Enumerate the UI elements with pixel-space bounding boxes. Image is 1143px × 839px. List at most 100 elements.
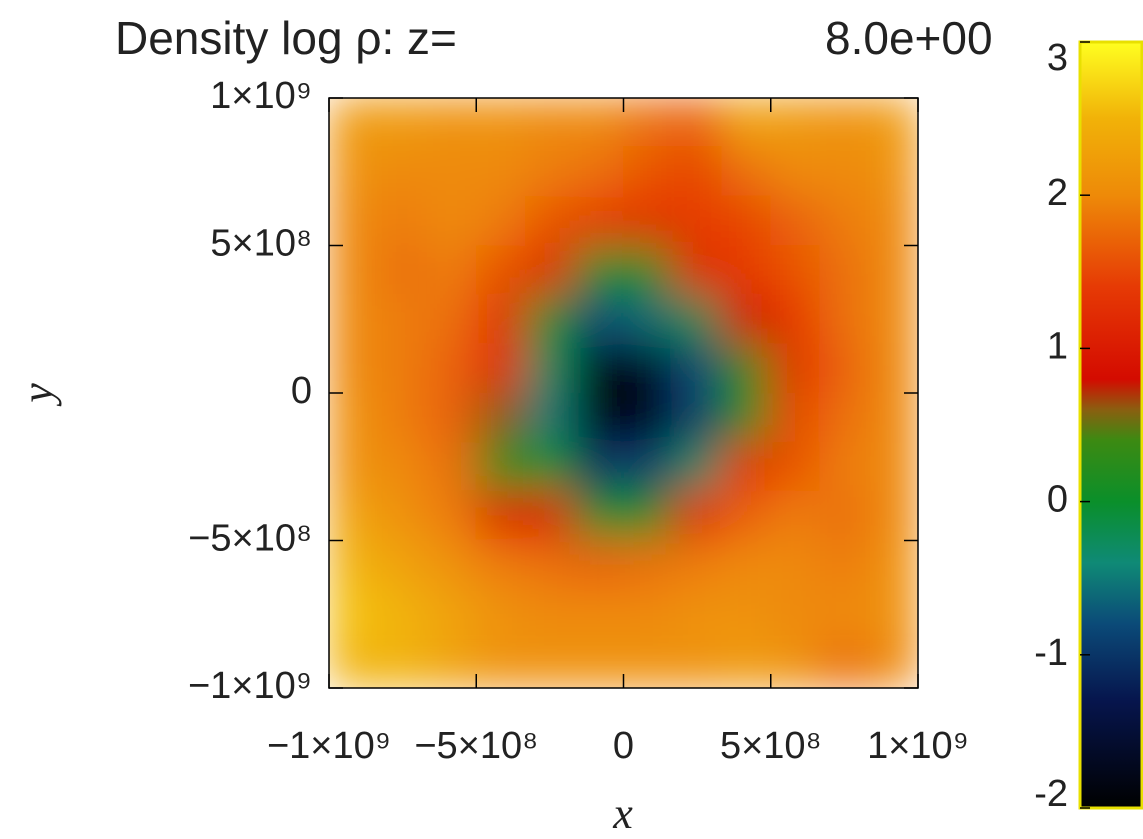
heatmap-cell — [868, 442, 918, 492]
heatmap-cell — [525, 98, 575, 148]
heatmap-cell — [476, 540, 526, 590]
heatmap-cell — [476, 491, 526, 541]
heatmap-cell — [525, 196, 575, 246]
heatmap-cell — [672, 442, 722, 492]
heatmap-cell — [868, 540, 918, 590]
heatmap-cell — [329, 196, 379, 246]
heatmap-cell — [623, 638, 673, 688]
heatmap-cell — [721, 540, 771, 590]
heatmap-cell — [525, 589, 575, 639]
heatmap-cell — [770, 294, 820, 344]
heatmap-cell — [868, 343, 918, 393]
heatmap-cell — [868, 491, 918, 541]
heatmap-cell — [721, 147, 771, 197]
heatmap-cell — [525, 147, 575, 197]
heatmap-cell — [476, 393, 526, 443]
heatmap-cell — [525, 540, 575, 590]
x-tick-label: 0 — [613, 725, 634, 767]
heatmap-cell — [623, 589, 673, 639]
colorbar-tick-label: 0 — [1047, 479, 1068, 521]
heatmap-cell — [476, 196, 526, 246]
heatmap-cell — [378, 638, 428, 688]
heatmap-cell — [476, 98, 526, 148]
heatmap-cell — [378, 245, 428, 295]
x-tick-label: −1×10⁹ — [267, 725, 391, 767]
heatmap-cell — [378, 393, 428, 443]
heatmap-cell — [721, 196, 771, 246]
heatmap-cell — [525, 343, 575, 393]
heatmap-cell — [721, 589, 771, 639]
heatmap-cell — [819, 196, 869, 246]
heatmap-cell — [378, 147, 428, 197]
heatmap-cell — [623, 294, 673, 344]
y-tick-label: 1×10⁹ — [210, 75, 312, 117]
heatmap-cell — [476, 638, 526, 688]
heatmap-cell — [574, 98, 624, 148]
heatmap-cell — [329, 147, 379, 197]
heatmap-cell — [672, 147, 722, 197]
heatmap-cell — [819, 491, 869, 541]
heatmap-cell — [868, 245, 918, 295]
colorbar-tick-label: -1 — [1034, 632, 1068, 674]
heatmap-cell — [819, 442, 869, 492]
heatmap-cell — [770, 245, 820, 295]
heatmap-cell — [623, 393, 673, 443]
heatmap — [329, 98, 919, 689]
heatmap-cell — [574, 540, 624, 590]
heatmap-cell — [427, 196, 477, 246]
heatmap-cell — [672, 491, 722, 541]
heatmap-cell — [427, 147, 477, 197]
heatmap-cell — [770, 491, 820, 541]
heatmap-cell — [525, 638, 575, 688]
heatmap-cell — [672, 638, 722, 688]
heatmap-cell — [770, 442, 820, 492]
heatmap-cell — [623, 245, 673, 295]
heatmap-clip — [329, 98, 919, 689]
heatmap-cell — [819, 98, 869, 148]
heatmap-cell — [721, 98, 771, 148]
heatmap-cell — [770, 147, 820, 197]
y-tick-label: −1×10⁹ — [188, 665, 312, 707]
heatmap-cell — [329, 442, 379, 492]
colorbar-tick-label: 1 — [1047, 325, 1068, 367]
heatmap-cell — [868, 638, 918, 688]
heatmap-cell — [427, 540, 477, 590]
heatmap-cell — [868, 98, 918, 148]
heatmap-cell — [574, 442, 624, 492]
heatmap-cell — [672, 98, 722, 148]
x-tick-label: 5×10⁸ — [720, 725, 822, 767]
heatmap-cell — [476, 442, 526, 492]
chart-title: Density log ρ: z= — [115, 12, 457, 64]
heatmap-cell — [819, 540, 869, 590]
heatmap-cell — [574, 147, 624, 197]
heatmap-cell — [721, 245, 771, 295]
heatmap-cell — [672, 540, 722, 590]
heatmap-cell — [329, 98, 379, 148]
heatmap-cell — [574, 294, 624, 344]
heatmap-cell — [476, 245, 526, 295]
x-tick-label: 1×10⁹ — [867, 725, 969, 767]
heatmap-cell — [623, 343, 673, 393]
heatmap-cell — [721, 638, 771, 688]
heatmap-cell — [574, 245, 624, 295]
heatmap-cell — [623, 491, 673, 541]
heatmap-cell — [378, 491, 428, 541]
heatmap-cell — [819, 147, 869, 197]
heatmap-cell — [525, 491, 575, 541]
heatmap-cell — [623, 147, 673, 197]
heatmap-cell — [819, 245, 869, 295]
heatmap-cell — [770, 638, 820, 688]
heatmap-cell — [427, 442, 477, 492]
heatmap-cell — [378, 540, 428, 590]
heatmap-cell — [672, 294, 722, 344]
colorbar-tick-label: -2 — [1034, 773, 1068, 815]
heatmap-cell — [427, 343, 477, 393]
y-tick-label: 0 — [291, 370, 312, 412]
heatmap-cell — [672, 393, 722, 443]
heatmap-cell — [721, 442, 771, 492]
heatmap-cell — [329, 638, 379, 688]
x-axis-label: x — [612, 789, 633, 838]
heatmap-cell — [868, 393, 918, 443]
heatmap-cell — [819, 393, 869, 443]
heatmap-cell — [329, 393, 379, 443]
